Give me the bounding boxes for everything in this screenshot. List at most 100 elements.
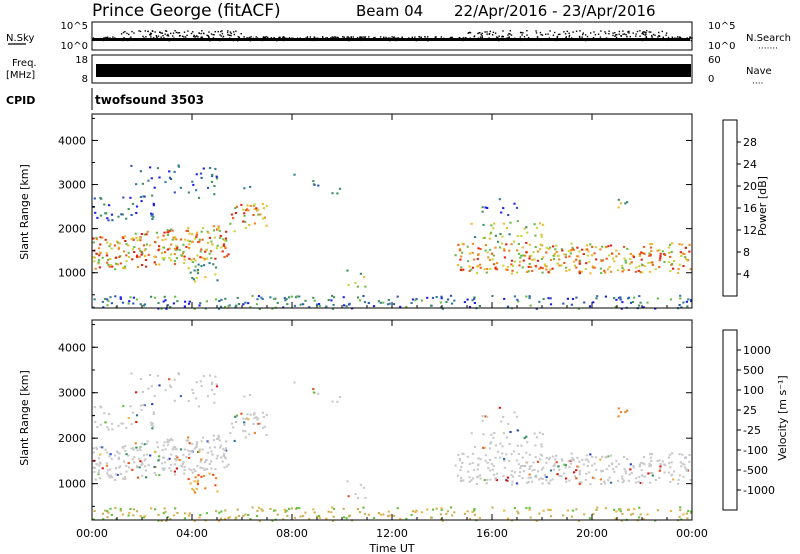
velocity-cell	[540, 468, 544, 471]
velocity-cell	[208, 463, 211, 465]
velocity-cell	[547, 508, 550, 511]
power-cell	[545, 251, 548, 254]
power-cell	[164, 238, 167, 241]
velocity-cell	[468, 517, 472, 520]
velocity-cell	[648, 462, 651, 465]
power-cell	[591, 266, 595, 269]
power-cell	[232, 217, 235, 220]
velocity-cell	[617, 480, 620, 482]
power-cell	[533, 223, 536, 226]
power-cell	[173, 170, 176, 173]
power-cell	[127, 244, 130, 247]
velocity-cell	[164, 389, 167, 392]
velocity-cell	[119, 509, 122, 512]
velocity-cell	[613, 470, 616, 473]
noise-point	[628, 30, 630, 33]
velocity-cell	[256, 509, 259, 512]
power-cell	[481, 206, 484, 209]
velocity-cell	[205, 459, 208, 462]
power-cell	[472, 258, 476, 261]
noise-point	[106, 37, 108, 39]
velocity-cell	[193, 480, 196, 483]
power-cell	[164, 299, 167, 302]
power-cell	[621, 264, 624, 267]
power-cell	[192, 257, 196, 260]
power-cell	[495, 268, 499, 271]
velocity-cell	[540, 445, 543, 448]
power-cell	[498, 198, 501, 201]
noise-point	[648, 31, 650, 33]
noise-point	[130, 36, 132, 38]
velocity-cell	[200, 440, 203, 443]
power-cell	[411, 298, 415, 301]
power-cell	[638, 295, 641, 298]
velocity-cell	[158, 455, 161, 458]
noise-point	[618, 33, 620, 35]
power-cell	[138, 237, 141, 239]
velocity-cell	[619, 510, 622, 513]
power-cell	[269, 296, 272, 299]
velocity-cell	[265, 434, 268, 437]
velocity-cell	[506, 476, 509, 479]
velocity-cell	[244, 513, 247, 516]
velocity-cell	[183, 517, 186, 520]
power-cell	[458, 249, 462, 252]
velocity-cell	[658, 459, 661, 462]
noise-point	[200, 32, 202, 35]
velocity-cell	[212, 439, 216, 441]
power-cell	[196, 272, 200, 275]
power-cell	[501, 235, 504, 238]
power-cell	[476, 257, 479, 260]
power-cell	[106, 298, 109, 301]
velocity-cell	[145, 453, 148, 456]
noise-point	[478, 32, 480, 34]
velocity-cell	[525, 461, 528, 464]
velocity-cell	[295, 507, 298, 509]
noise-point	[479, 36, 482, 38]
velocity-cell	[362, 486, 366, 489]
power-cell	[200, 230, 203, 233]
velocity-cell	[242, 515, 245, 518]
noise-point	[582, 33, 584, 36]
velocity-cell	[204, 487, 207, 490]
colorbar-tick-label: 500	[743, 364, 764, 377]
velocity-cell	[530, 476, 533, 479]
time-x-ticks: 00:00 04:00 08:00 12:00 16:00 20:00 00:00	[76, 114, 708, 540]
velocity-cell	[193, 491, 197, 494]
velocity-cell	[121, 446, 124, 448]
noise-point	[536, 36, 539, 38]
power-cell	[578, 250, 581, 253]
power-cell	[131, 248, 134, 251]
power-cell	[189, 271, 192, 274]
velocity-cell	[213, 393, 216, 396]
power-cell	[216, 228, 220, 231]
power-cell	[648, 270, 652, 273]
velocity-cell	[379, 513, 382, 516]
power-cell	[593, 252, 596, 255]
velocity-cell	[135, 446, 138, 449]
power-cell	[258, 307, 261, 310]
power-cell	[139, 250, 142, 252]
power-cell	[119, 262, 122, 265]
power-cell	[145, 233, 148, 236]
noise-point	[645, 33, 647, 36]
velocity-cell	[605, 456, 608, 459]
velocity-cell	[681, 453, 684, 456]
velocity-cell	[479, 458, 482, 461]
velocity-cell	[510, 474, 513, 476]
velocity-cell	[312, 391, 315, 394]
power-cell	[561, 249, 564, 252]
power-cell	[477, 247, 480, 250]
noise-point	[213, 34, 215, 36]
velocity-cell	[153, 450, 157, 453]
velocity-cell	[477, 457, 480, 460]
power-cell	[139, 196, 142, 198]
power-cell	[449, 294, 453, 297]
colorbar-tick-label: 24	[743, 158, 757, 171]
noise-point	[645, 32, 647, 34]
velocity-cell	[139, 460, 142, 463]
velocity-cell	[253, 412, 256, 415]
velocity-cell	[649, 464, 652, 466]
power-cell	[471, 266, 475, 269]
power-cell	[664, 253, 667, 256]
